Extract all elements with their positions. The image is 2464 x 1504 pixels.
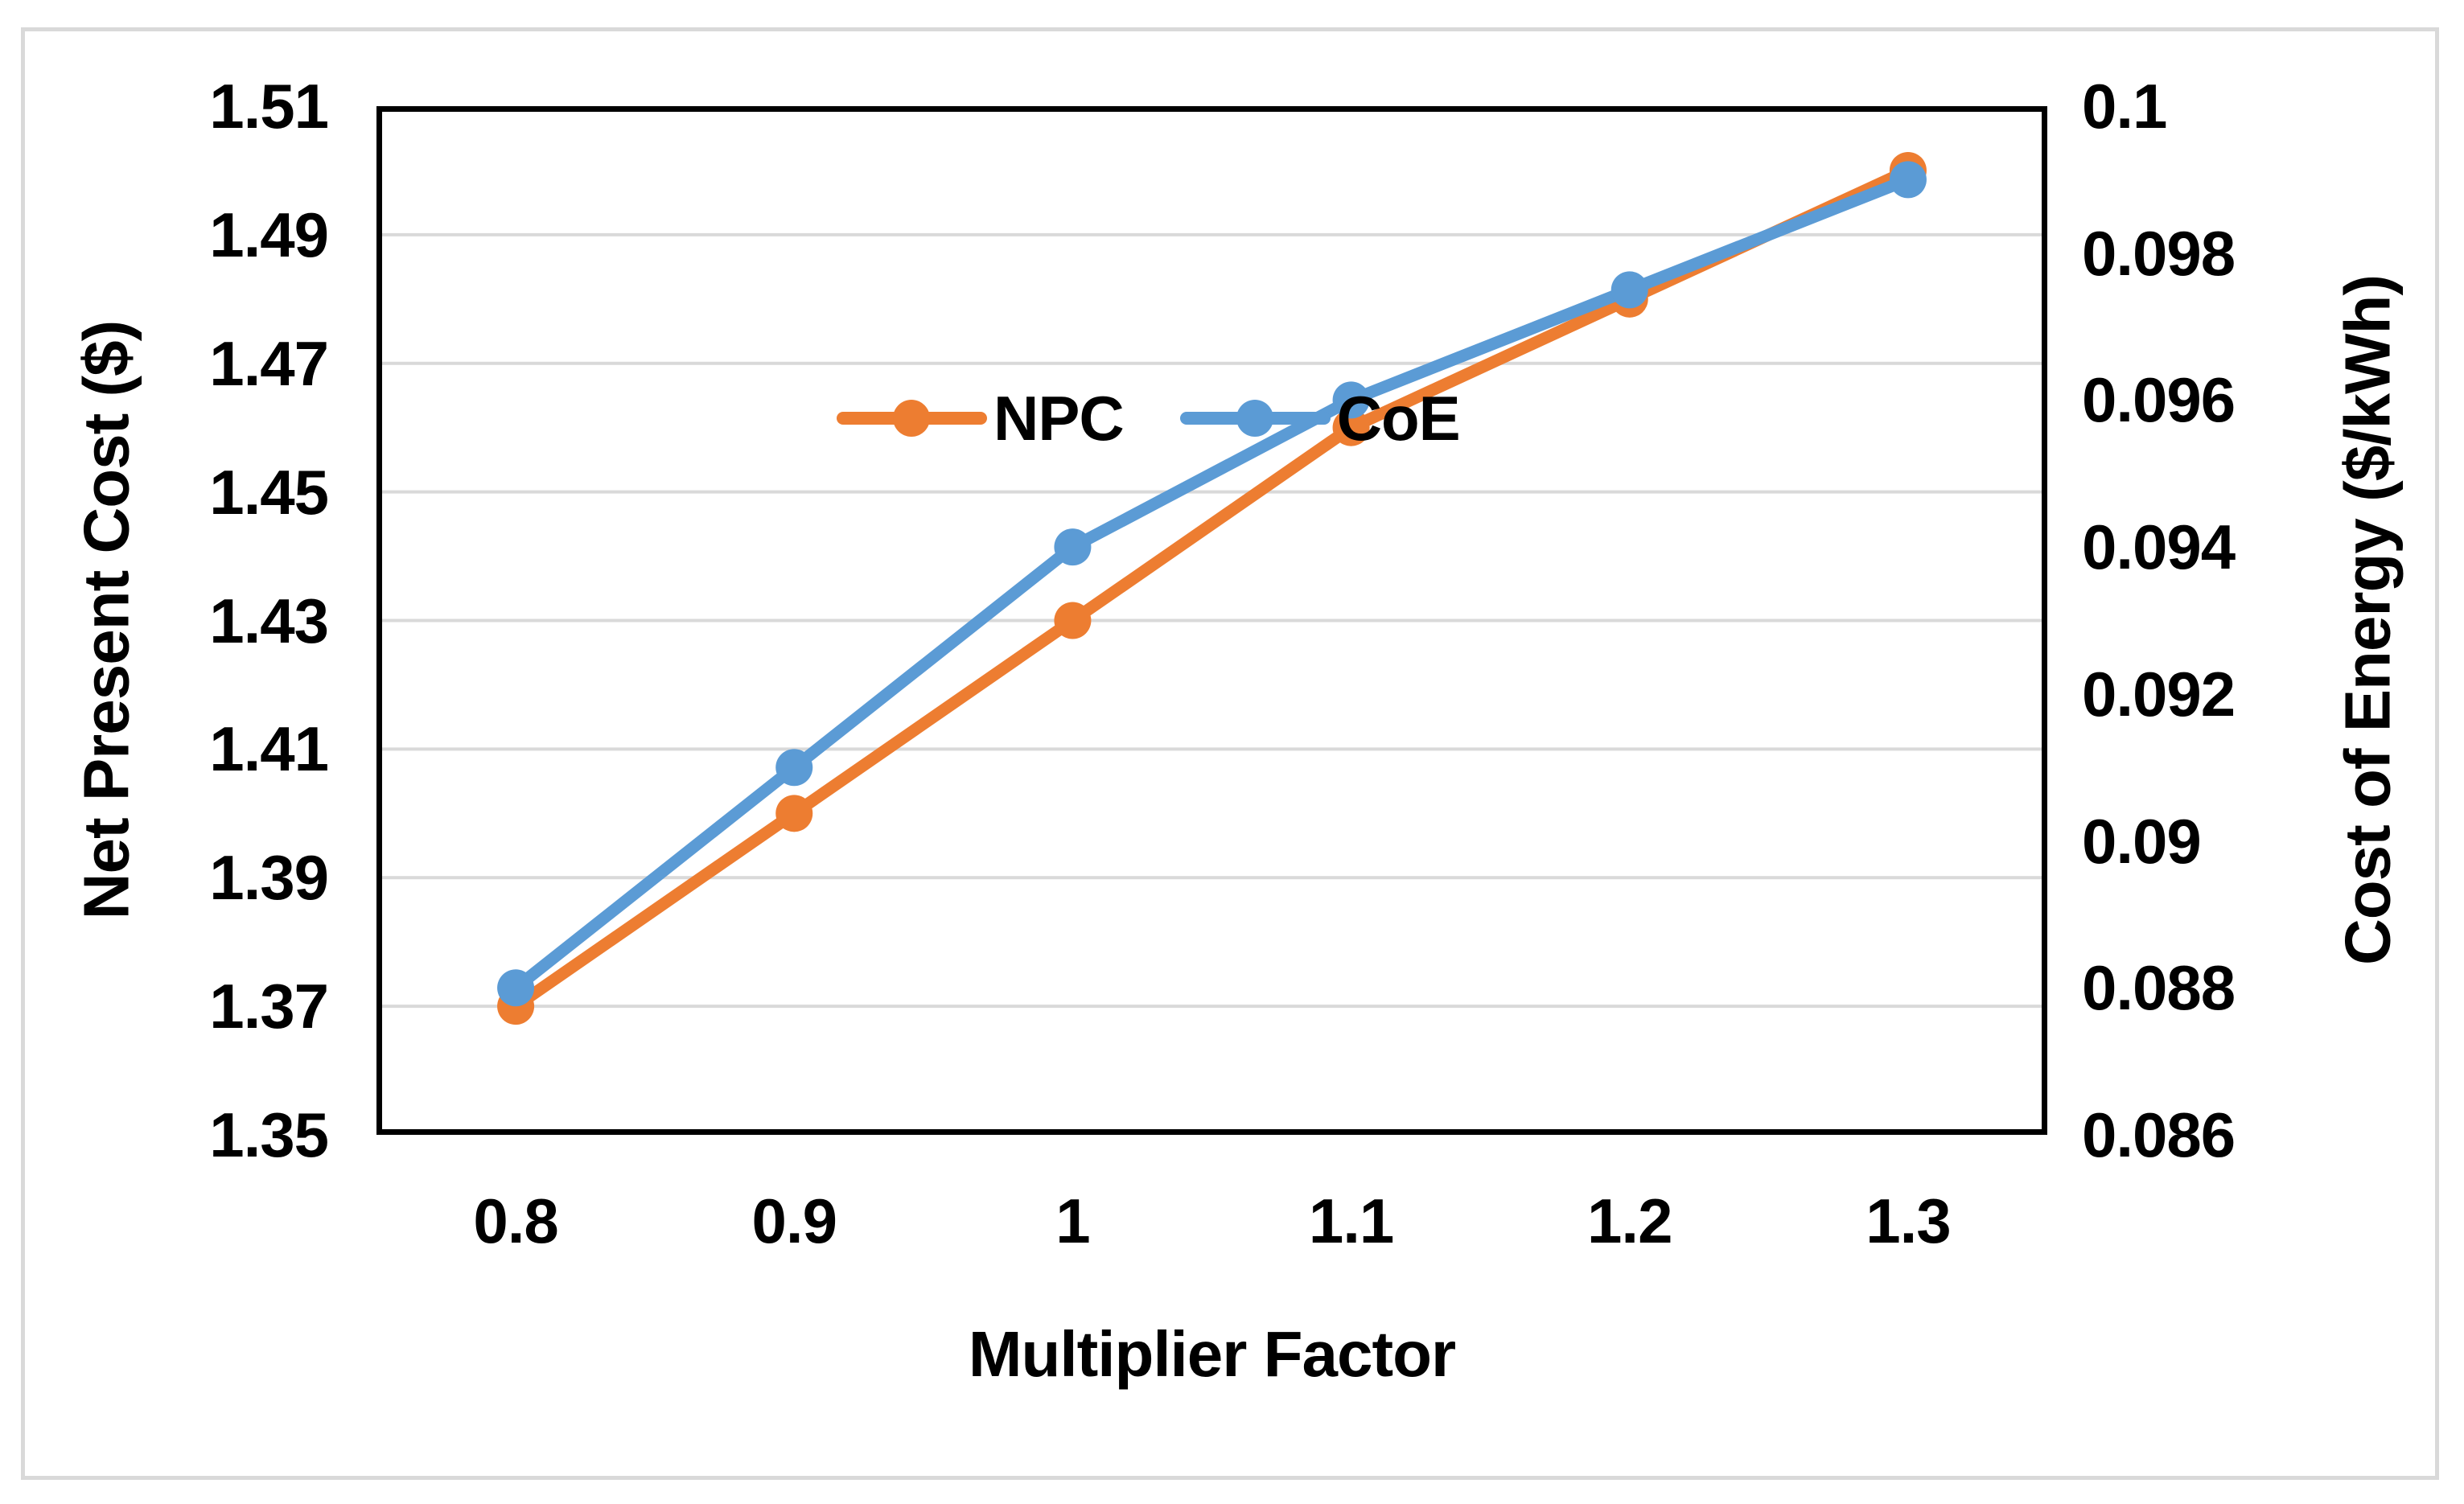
- coe-data-point-marker: [1889, 161, 1927, 199]
- x-tick-label: 1: [1055, 1186, 1090, 1256]
- legend-item-coe: CoE: [1179, 378, 1461, 458]
- coe-data-point-marker: [775, 749, 813, 787]
- coe-data-point-marker: [1610, 271, 1648, 309]
- right-y-tick-label: 0.086: [2082, 1099, 2236, 1170]
- right-y-tick-label: 0.088: [2082, 952, 2236, 1024]
- left-y-tick-label: 1.37: [209, 971, 329, 1042]
- left-y-tick-label: 1.35: [209, 1099, 329, 1170]
- left-y-tick-label: 1.49: [209, 199, 329, 270]
- x-tick-label: 1.2: [1587, 1186, 1672, 1256]
- right-y-axis-title: Cost of Energy ($/kWh): [2331, 274, 2404, 966]
- legend-item-npc: NPC: [837, 378, 1125, 458]
- x-tick-label: 0.8: [473, 1186, 558, 1256]
- legend-label: NPC: [993, 383, 1125, 454]
- coe-data-point-marker: [497, 969, 535, 1007]
- left-y-tick-label: 1.39: [209, 842, 329, 914]
- npc-legend-marker-icon: [837, 399, 987, 438]
- legend-circle-marker: [1236, 400, 1273, 437]
- right-y-tick-label: 0.098: [2082, 217, 2236, 289]
- npc-series-line: [509, 164, 1915, 1013]
- coe-series-line: [509, 173, 1915, 994]
- left-y-tick-label: 1.47: [209, 327, 329, 399]
- legend-circle-marker: [893, 400, 930, 437]
- x-tick-label: 1.1: [1308, 1186, 1394, 1256]
- x-tick-label: 1.3: [1865, 1186, 1951, 1256]
- coe-data-point-marker: [1332, 381, 1370, 419]
- coe-legend-marker-icon: [1179, 399, 1331, 438]
- left-y-tick-label: 1.51: [209, 71, 329, 142]
- plot-area: NPC CoE: [376, 106, 2047, 1135]
- npc-data-point-marker: [1054, 602, 1092, 639]
- left-y-tick-label: 1.41: [209, 713, 329, 785]
- right-y-tick-label: 0.096: [2082, 364, 2236, 436]
- right-y-tick-label: 0.1: [2082, 71, 2167, 142]
- legend-label: CoE: [1336, 383, 1461, 454]
- npc-data-point-marker: [775, 795, 813, 832]
- x-tick-label: 0.9: [751, 1186, 837, 1256]
- right-y-tick-label: 0.09: [2082, 805, 2202, 877]
- x-axis-title: Multiplier Factor: [968, 1318, 1456, 1390]
- npc-data-point-marker: [1332, 409, 1370, 446]
- right-y-tick-label: 0.094: [2082, 512, 2236, 583]
- left-y-tick-label: 1.45: [209, 456, 329, 528]
- coe-data-point-marker: [1054, 528, 1092, 566]
- left-y-tick-label: 1.43: [209, 585, 329, 656]
- legend: NPC CoE: [837, 378, 1461, 458]
- plot-svg: [376, 106, 2047, 1135]
- right-y-tick-label: 0.092: [2082, 658, 2236, 729]
